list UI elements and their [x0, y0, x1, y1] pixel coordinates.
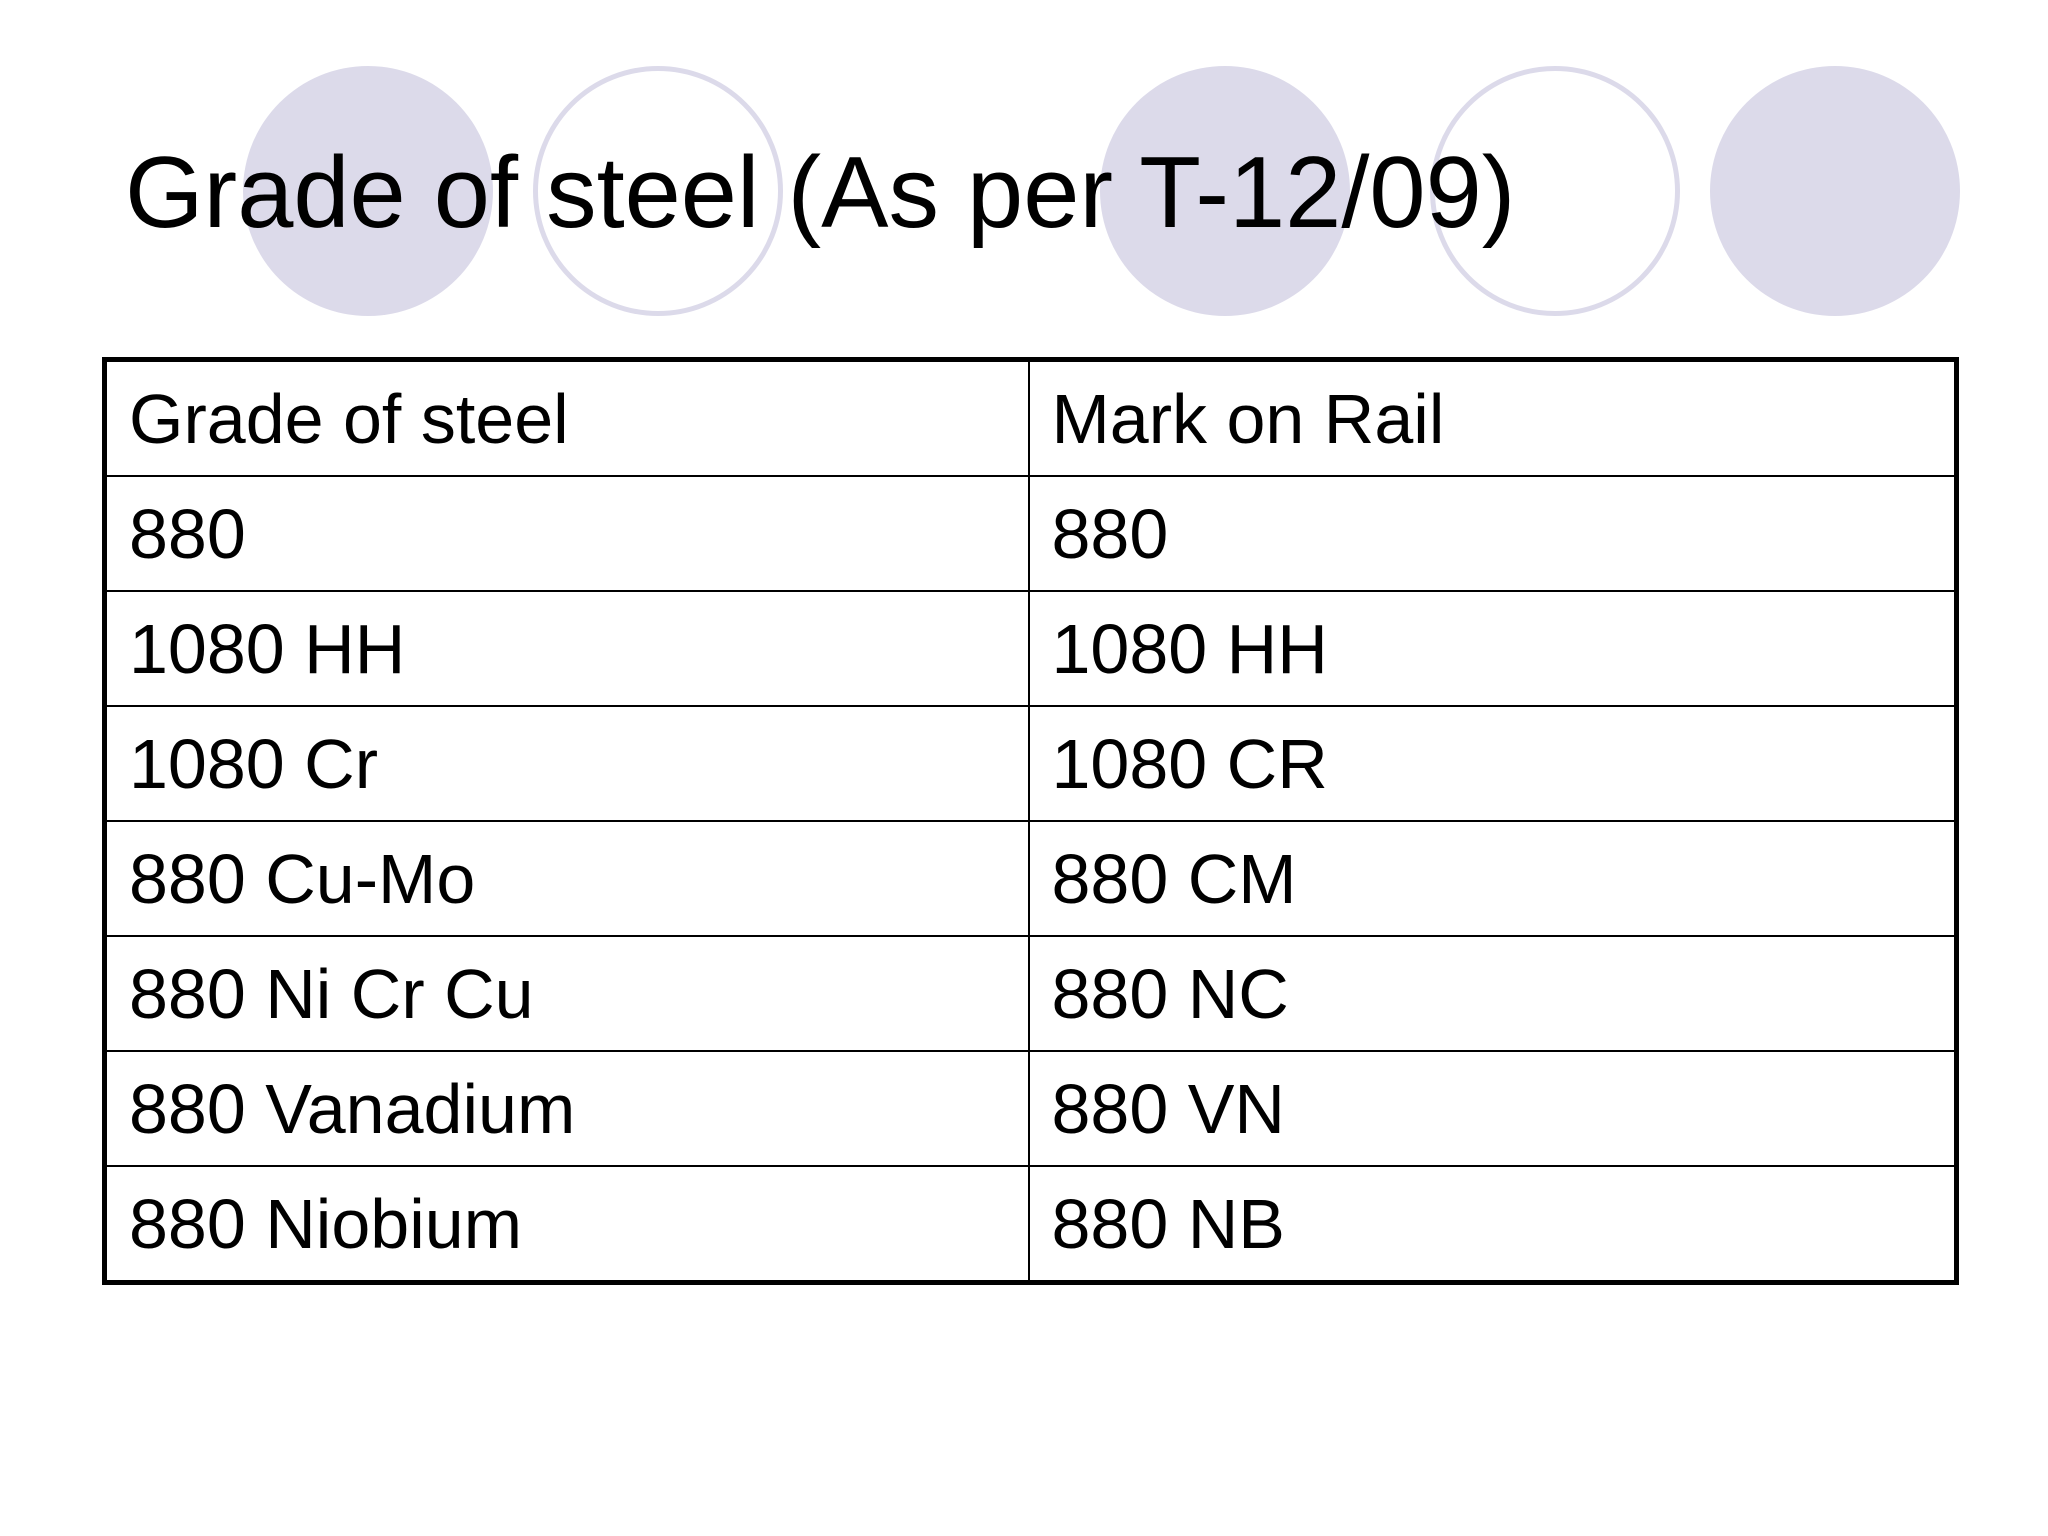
header-grade-of-steel: Grade of steel — [103, 358, 1030, 477]
mark-cell: 880 — [1027, 475, 1958, 592]
grade-cell: 880 Cu-Mo — [103, 820, 1030, 937]
table-row: 880 Vanadium 880 VN — [103, 1050, 1958, 1167]
grade-cell: 880 — [103, 475, 1030, 592]
mark-cell: 880 NB — [1027, 1165, 1958, 1284]
decorative-circle-ring — [533, 66, 783, 316]
table-row: 880 Ni Cr Cu 880 NC — [103, 935, 1958, 1052]
mark-cell: 880 CM — [1027, 820, 1958, 937]
mark-cell: 880 NC — [1027, 935, 1958, 1052]
header-mark-on-rail: Mark on Rail — [1027, 358, 1958, 477]
grade-cell: 1080 HH — [103, 590, 1030, 707]
grade-cell: 880 Ni Cr Cu — [103, 935, 1030, 1052]
mark-cell: 1080 CR — [1027, 705, 1958, 822]
slide-title: Grade of steel (As per T-12/09) — [125, 137, 1516, 249]
table-row: 880 Niobium 880 NB — [103, 1165, 1958, 1284]
table-row: 880 880 — [103, 475, 1958, 592]
grade-cell: 880 Vanadium — [103, 1050, 1030, 1167]
decorative-circle-filled — [243, 66, 493, 316]
grade-cell: 1080 Cr — [103, 705, 1030, 822]
grade-cell: 880 Niobium — [103, 1165, 1030, 1284]
table-row: 1080 Cr 1080 CR — [103, 705, 1958, 822]
mark-cell: 1080 HH — [1027, 590, 1958, 707]
table-row: 880 Cu-Mo 880 CM — [103, 820, 1958, 937]
decorative-circle-ring — [1430, 66, 1680, 316]
steel-grade-table: Grade of steel Mark on Rail 880 880 1080… — [102, 357, 1959, 1285]
table-header-row: Grade of steel Mark on Rail — [103, 358, 1958, 477]
table-row: 1080 HH 1080 HH — [103, 590, 1958, 707]
decorative-circle-filled — [1100, 66, 1350, 316]
mark-cell: 880 VN — [1027, 1050, 1958, 1167]
decorative-circle-filled — [1710, 66, 1960, 316]
